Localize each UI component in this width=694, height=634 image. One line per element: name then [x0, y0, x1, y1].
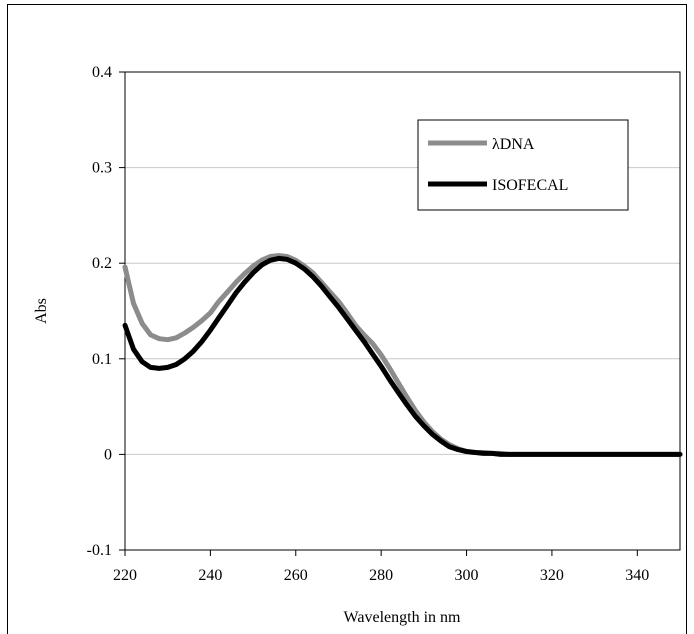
series-line-isofecal [122, 255, 683, 457]
x-tick-label: 300 [455, 567, 479, 584]
x-tick-label: 260 [284, 567, 308, 584]
axis-ticks: -0.1 0 0.1 0.2 0.3 0.4 220 240 260 280 300 320 340 [87, 64, 650, 584]
y-tick-label: 0.1 [92, 351, 112, 368]
legend-box [417, 119, 629, 211]
x-tick-label: 280 [369, 567, 393, 584]
legend-label-dna: λDNA [492, 136, 535, 153]
plot-area-border [124, 71, 681, 551]
y-tick-label: 0.2 [92, 255, 112, 272]
grid-lines [125, 167, 680, 455]
x-tick-label: 240 [198, 567, 222, 584]
y-tick-label: 0.4 [92, 64, 112, 81]
y-tick-label: -0.1 [87, 542, 112, 559]
x-tick-label: 220 [113, 567, 137, 584]
y-tick-label: 0 [104, 446, 112, 463]
x-axis-title: Wavelength in nm [344, 609, 461, 626]
y-axis-title: Abs [33, 298, 50, 324]
x-tick-label: 320 [540, 567, 564, 584]
series-line-dna [122, 253, 683, 457]
legend: λDNA ISOFECAL [417, 119, 629, 211]
series-lines [122, 253, 683, 457]
chart-frame [7, 4, 687, 634]
legend-label-isofecal: ISOFECAL [492, 177, 568, 194]
x-tick-label: 340 [625, 567, 649, 584]
y-tick-label: 0.3 [92, 160, 112, 177]
